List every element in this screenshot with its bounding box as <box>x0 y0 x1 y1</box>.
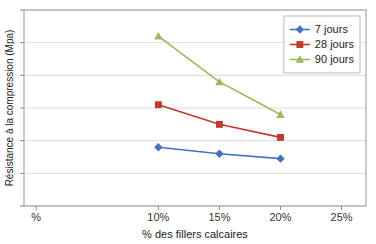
x-tick-label: 20% <box>269 211 291 223</box>
x-tick-label: 10% <box>147 211 169 223</box>
legend-label: 7 jours <box>315 23 349 35</box>
legend-label: 90 jours <box>315 53 355 65</box>
legend-label: 28 jours <box>315 38 355 50</box>
grid-line <box>24 108 366 109</box>
grid-line <box>24 75 366 76</box>
legend: 7 jours 28 jours 90 jours <box>284 16 360 73</box>
y-tick <box>20 173 24 174</box>
series-line <box>158 147 280 158</box>
legend-marker <box>296 25 304 33</box>
y-tick <box>20 140 24 141</box>
grid-line <box>24 173 366 174</box>
x-axis-label: % des fillers calcaires <box>142 228 248 240</box>
plot-frame <box>24 10 366 206</box>
legend-marker <box>296 41 303 48</box>
series-marker <box>215 78 223 86</box>
y-tick <box>20 108 24 109</box>
series-line <box>158 105 280 138</box>
series-marker <box>276 110 284 118</box>
y-tick <box>20 42 24 43</box>
x-tick-label: % <box>31 211 41 223</box>
x-tick <box>158 206 159 210</box>
x-tick <box>219 206 220 210</box>
series-line <box>158 36 280 114</box>
series-marker <box>216 121 223 128</box>
grid-line <box>24 140 366 141</box>
x-tick <box>280 206 281 210</box>
y-tick <box>20 206 24 207</box>
legend-marker <box>296 55 304 63</box>
series-marker <box>276 154 284 162</box>
series-marker <box>155 101 162 108</box>
series-marker <box>154 143 162 151</box>
data-group <box>154 32 285 163</box>
x-tick <box>36 206 37 210</box>
y-tick <box>20 10 24 11</box>
plot-area <box>24 10 366 206</box>
y-tick <box>20 75 24 76</box>
chart: % 10% 15% 20% 25% % des fillers calcaires Rési… <box>0 0 376 244</box>
y-axis-label: Résistance à la compression (Mpa) <box>4 30 15 187</box>
series-marker <box>215 150 223 158</box>
series-marker <box>277 134 284 141</box>
x-tick-label: 25% <box>331 211 353 223</box>
x-tick-label: 15% <box>208 211 230 223</box>
series-marker <box>154 32 162 40</box>
x-tick <box>341 206 342 210</box>
legend-box <box>284 16 360 73</box>
